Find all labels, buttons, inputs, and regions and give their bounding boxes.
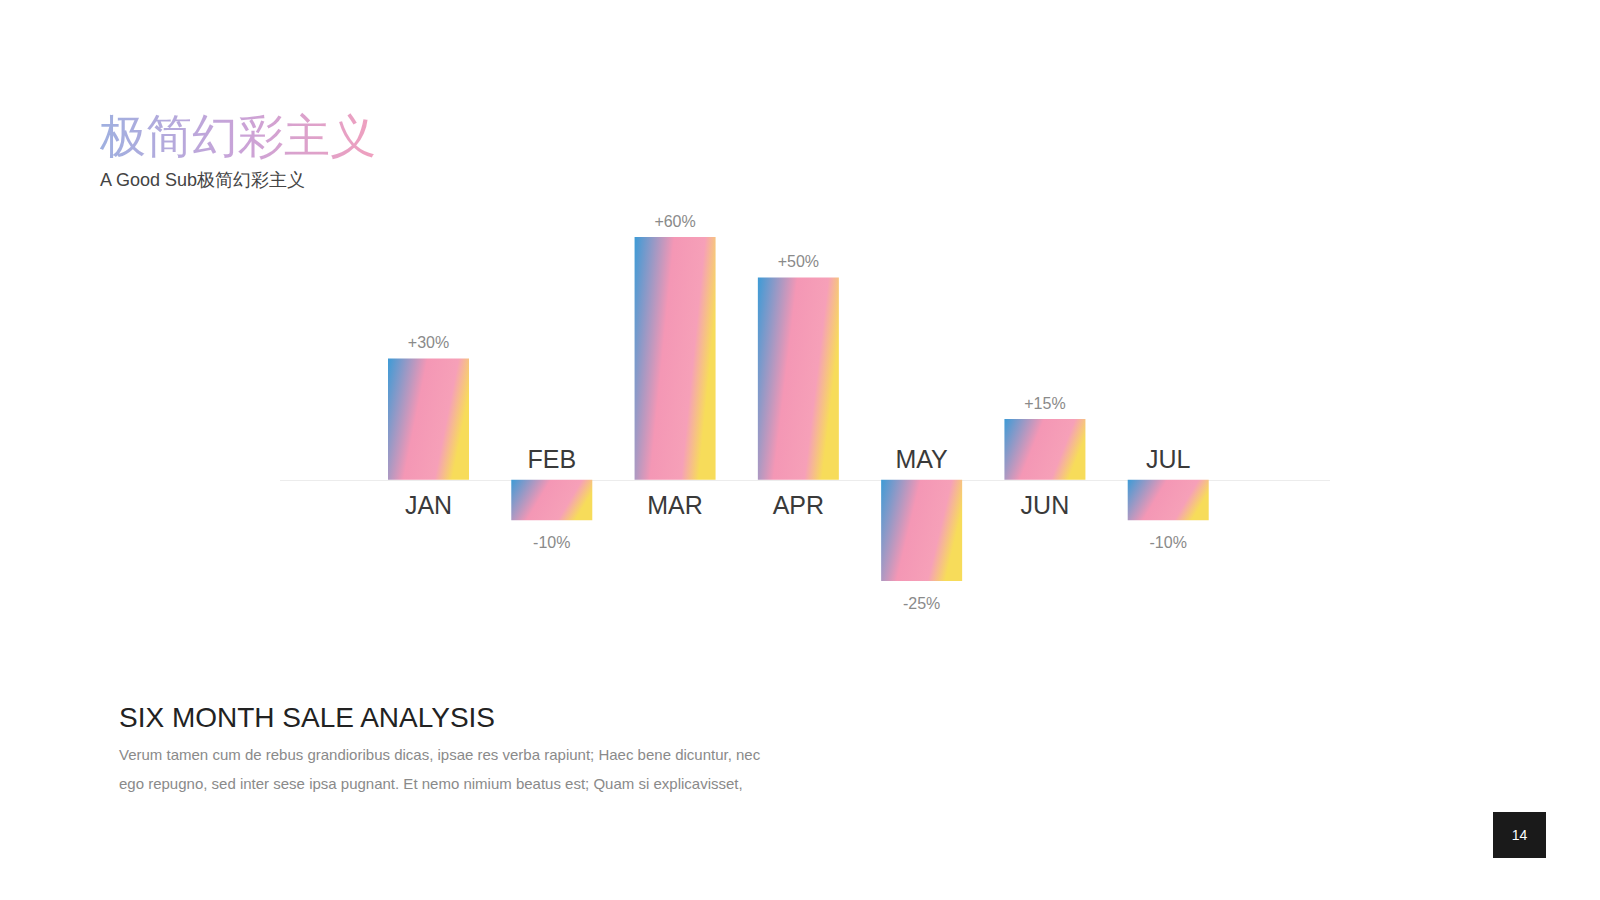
svg-text:+50%: +50% (778, 253, 819, 270)
svg-text:FEB: FEB (527, 445, 576, 473)
svg-text:MAR: MAR (647, 491, 703, 519)
html-text:SIX MONTH SALE ANALYSIS: SIX MONTH SALE ANALYSIS (119, 702, 495, 733)
svg-text:+60%: +60% (654, 213, 695, 230)
svg-text:-10%: -10% (533, 534, 570, 551)
svg-text:-25%: -25% (903, 595, 940, 612)
svg-text:MAY: MAY (895, 445, 948, 473)
html-text:14: 14 (1511, 827, 1528, 843)
svg-text:JUL: JUL (1146, 445, 1191, 473)
html-text:Verum tamen cum de rebus grand: Verum tamen cum de rebus grandioribus di… (119, 746, 761, 792)
svg-text:JAN: JAN (405, 491, 452, 519)
svg-text:-10%: -10% (1150, 534, 1187, 551)
svg-text:+15%: +15% (1024, 395, 1065, 412)
svg-text:+30%: +30% (408, 334, 449, 351)
html-text:A Good Sub极简幻彩主义: A Good Sub极简幻彩主义 (100, 170, 306, 190)
svg-text:JUN: JUN (1021, 491, 1070, 519)
svg-text:APR: APR (773, 491, 824, 519)
html-text:极简幻彩主义: 极简幻彩主义 (100, 110, 376, 162)
